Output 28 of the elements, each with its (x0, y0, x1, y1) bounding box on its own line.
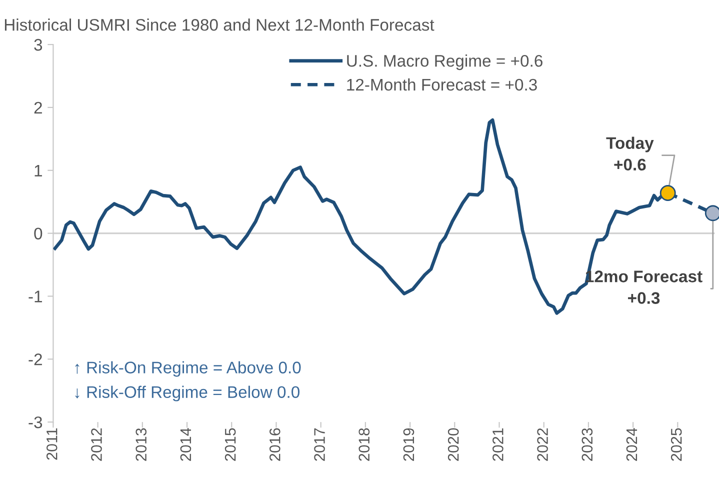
annotation: ↑ Risk-On Regime = Above 0.0 (75, 361, 301, 377)
x-tick-label: 2021 (492, 428, 504, 461)
x-tick-label: 2022 (537, 428, 548, 461)
x-tick-label: 2023 (582, 428, 593, 461)
y-tick-label: -1 (28, 290, 42, 302)
legend-label: 12-Month Forecast = +0.3 (347, 78, 537, 91)
y-tick-label: 3 (34, 38, 42, 51)
x-tick-label: 2025 (670, 428, 682, 461)
chart-title: Historical USMRI Since 1980 and Next 12-Month Forecast (4, 18, 434, 31)
y-tick-label: -3 (28, 416, 42, 428)
x-tick-label: 2011 (46, 428, 58, 460)
x-tick-label: 2016 (270, 428, 280, 461)
annotation: ↓ Risk-Off Regime = Below 0.0 (75, 386, 300, 402)
y-tick-label: 0 (34, 228, 42, 240)
x-tick-label: 2015 (224, 428, 236, 461)
x-tick-label: 2017 (314, 428, 325, 461)
y-tick-label: 2 (34, 102, 42, 114)
x-tick-label: 2012 (91, 428, 102, 461)
x-tick-label: 2013 (136, 428, 147, 461)
x-tick-label: 2018 (358, 428, 370, 461)
annotation: Today +0.6 (606, 136, 654, 171)
x-tick-label: 2019 (403, 428, 414, 461)
x-tick-label: 2020 (448, 428, 459, 461)
y-tick-label: 1 (34, 164, 42, 176)
x-tick-label: 2024 (626, 428, 638, 461)
y-tick-label: -2 (28, 354, 42, 366)
x-tick-label: 2014 (180, 428, 192, 461)
legend-label: U.S. Macro Regime = +0.6 (347, 54, 542, 70)
